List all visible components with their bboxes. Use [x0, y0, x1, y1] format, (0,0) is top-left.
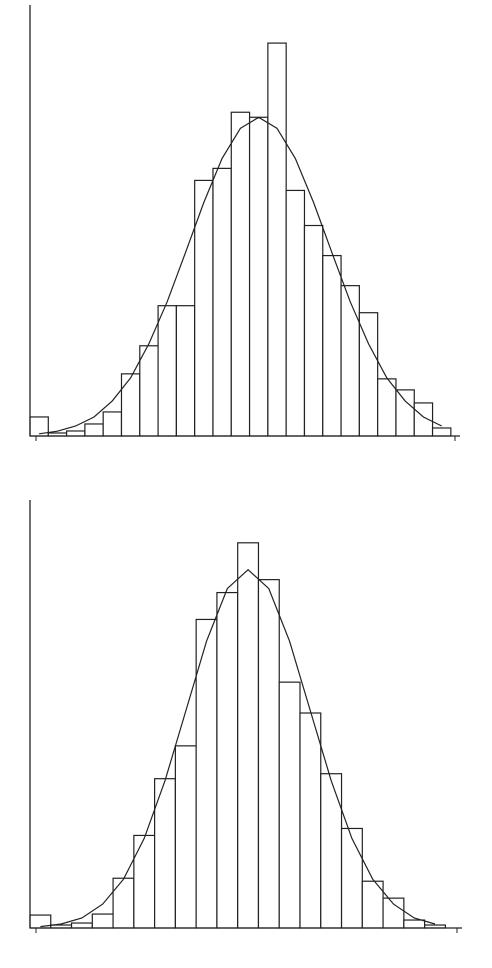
bar	[278, 681, 301, 929]
bar	[248, 116, 269, 437]
bar	[413, 402, 434, 437]
bar	[358, 312, 379, 437]
bar	[267, 42, 287, 437]
bar	[102, 411, 123, 437]
bar	[303, 224, 324, 437]
bar	[382, 897, 405, 929]
fit-curve	[39, 116, 442, 435]
bar	[216, 591, 239, 929]
bar	[139, 345, 159, 437]
bar	[403, 919, 426, 929]
bar	[257, 579, 280, 929]
bar	[212, 167, 232, 437]
bar	[320, 773, 343, 929]
bar	[237, 542, 260, 929]
bar	[120, 373, 141, 437]
bar	[230, 111, 251, 437]
bar	[340, 285, 360, 437]
bar	[84, 423, 104, 437]
bar	[175, 305, 196, 437]
bar	[431, 427, 452, 437]
bar	[174, 745, 197, 929]
fit-curve	[40, 568, 436, 928]
bar	[340, 827, 363, 929]
bar	[70, 922, 93, 929]
bar	[133, 834, 156, 929]
bar	[377, 378, 397, 437]
bar	[65, 430, 86, 437]
bar	[395, 389, 415, 437]
histogram-panel	[29, 5, 460, 441]
histogram-panel	[29, 500, 462, 933]
bar	[91, 913, 114, 929]
bar	[112, 877, 135, 929]
bar	[157, 305, 177, 437]
bar	[299, 712, 322, 929]
bar	[322, 254, 342, 437]
bar	[285, 189, 306, 437]
